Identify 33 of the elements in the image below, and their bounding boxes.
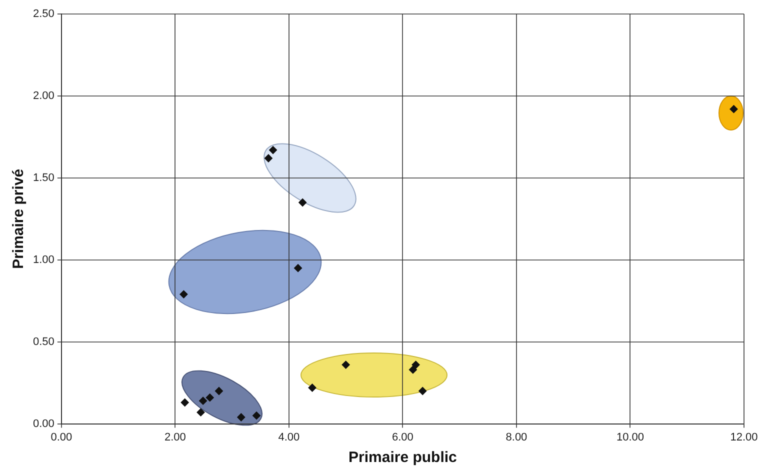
y-tick-label: 1.50 xyxy=(32,172,54,184)
point xyxy=(269,146,278,154)
y-axis-title: Primaire privé xyxy=(10,168,28,269)
point xyxy=(408,366,417,374)
point xyxy=(294,264,302,272)
point xyxy=(730,105,738,114)
point xyxy=(412,360,420,369)
y-tick-label: 0.50 xyxy=(32,336,54,348)
x-axis-title: Primaire public xyxy=(348,449,457,466)
point xyxy=(308,384,316,392)
x-tick-label: 6.00 xyxy=(392,431,414,444)
point xyxy=(199,396,208,405)
y-tick-label: 0.00 xyxy=(32,418,54,430)
y-tick-label: 2.00 xyxy=(32,90,54,102)
point xyxy=(196,408,205,416)
point xyxy=(237,413,246,422)
point xyxy=(180,398,189,406)
point xyxy=(180,290,188,298)
point xyxy=(298,198,307,207)
point xyxy=(214,387,223,396)
x-tick-label: 8.00 xyxy=(506,431,528,444)
x-tick-label: 10.00 xyxy=(616,431,644,444)
x-tick-label: 4.00 xyxy=(278,431,300,444)
y-tick-label: 1.00 xyxy=(32,254,54,266)
x-tick-label: 12.00 xyxy=(730,431,758,444)
x-tick-label: 0.00 xyxy=(50,431,72,444)
point xyxy=(252,412,261,420)
x-tick-label: 2.00 xyxy=(164,431,186,444)
point xyxy=(264,154,272,162)
point xyxy=(418,387,427,396)
point xyxy=(342,360,350,369)
y-tick-label: 2.50 xyxy=(32,8,54,20)
point xyxy=(206,394,214,402)
